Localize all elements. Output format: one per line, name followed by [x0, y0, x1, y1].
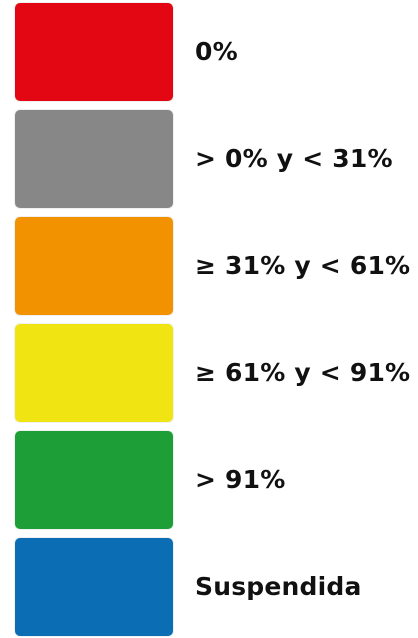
legend-item-2: ≥ 31% y < 61%: [0, 217, 418, 317]
legend-swatch: [15, 3, 173, 101]
legend-label: Suspendida: [195, 572, 362, 601]
legend-label: 0%: [195, 37, 238, 66]
legend-item-3: ≥ 61% y < 91%: [0, 324, 418, 424]
legend-label: > 91%: [195, 465, 286, 494]
legend-label: ≥ 31% y < 61%: [195, 251, 411, 280]
legend-label: > 0% y < 31%: [195, 144, 393, 173]
legend-swatch: [15, 324, 173, 422]
legend-swatch: [15, 431, 173, 529]
legend-item-4: > 91%: [0, 431, 418, 531]
legend-swatch: [15, 217, 173, 315]
legend-swatch: [15, 538, 173, 636]
legend-item-5: Suspendida: [0, 538, 418, 638]
legend-label: ≥ 61% y < 91%: [195, 358, 411, 387]
legend-item-1: > 0% y < 31%: [0, 110, 418, 210]
legend-item-0: 0%: [0, 3, 418, 103]
legend-swatch: [15, 110, 173, 208]
